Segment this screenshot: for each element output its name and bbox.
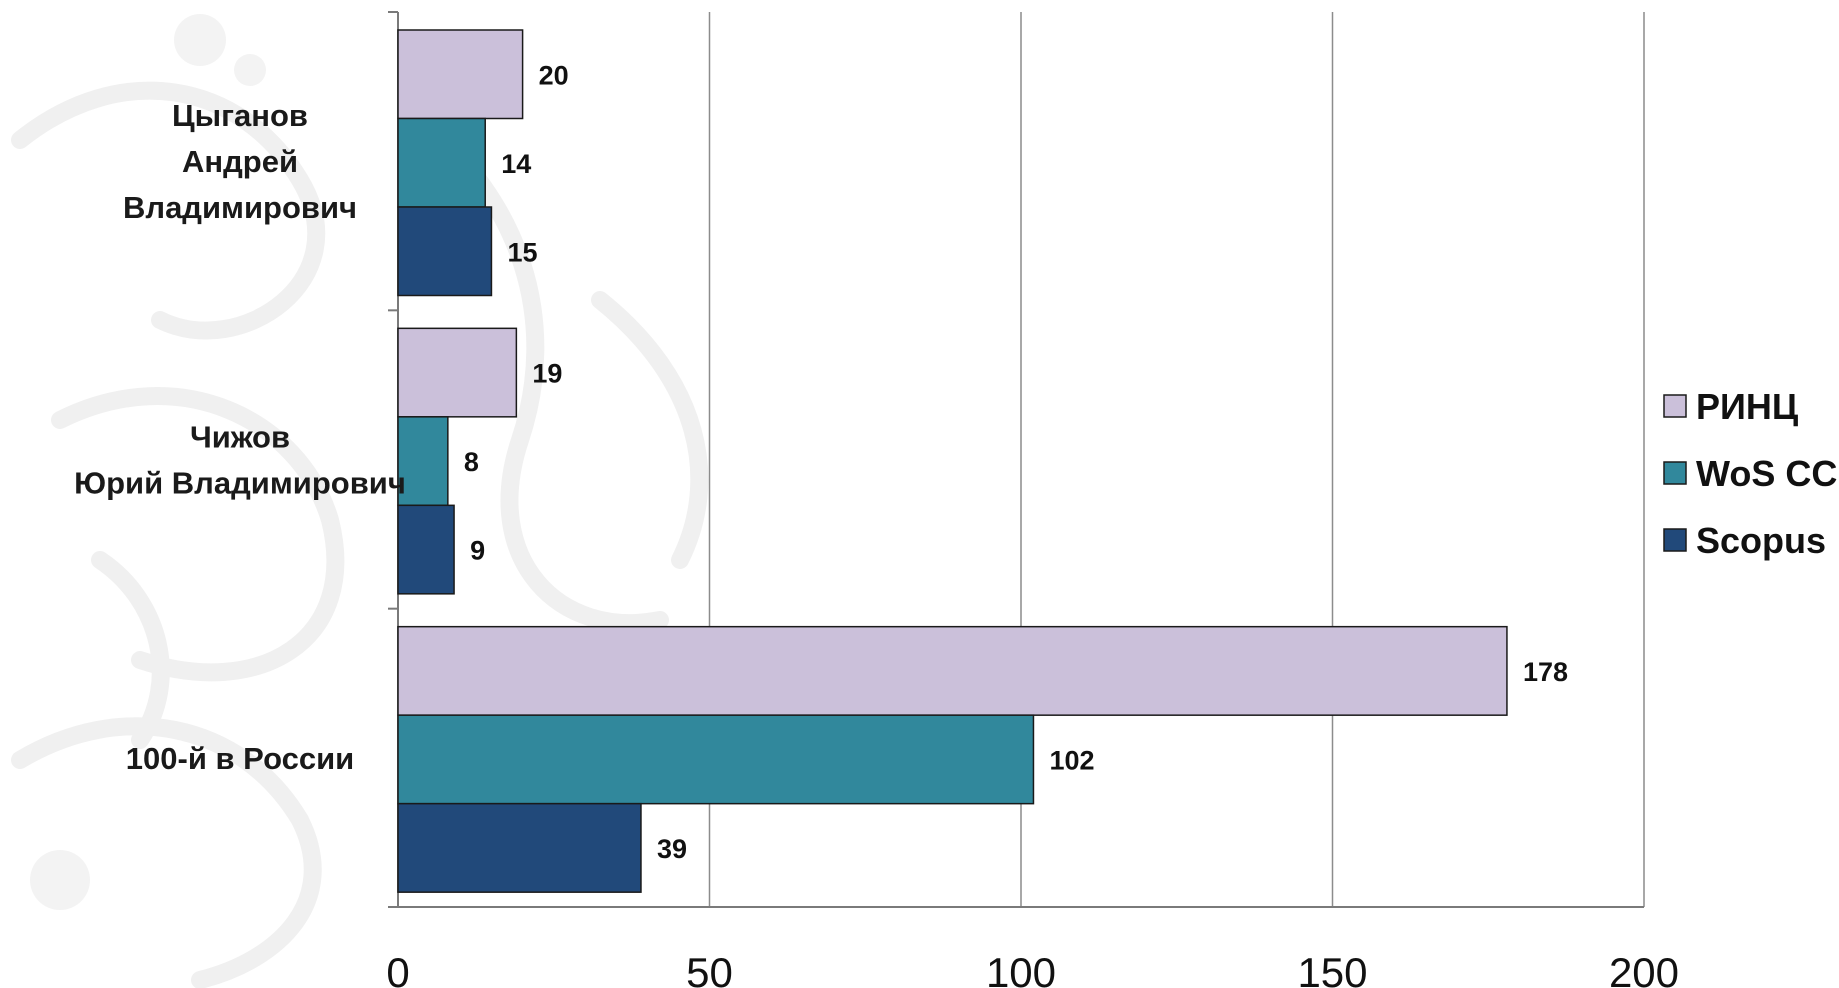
bar-scopus-1 <box>397 504 455 595</box>
bar-scopus-0 <box>397 206 493 297</box>
bars: 20 14 15 19 8 9 178 102 39 <box>397 29 1568 893</box>
x-tick-label-150: 150 <box>1297 949 1367 988</box>
category-label-0: Цыганов Андрей Владимирович <box>123 98 357 225</box>
legend-swatch-wos-cc <box>1663 461 1687 485</box>
data-label: 102 <box>1049 745 1094 775</box>
bar-wos-cc-2 <box>397 714 1035 805</box>
data-label: 39 <box>657 834 687 864</box>
legend-swatch-ринц <box>1663 394 1687 418</box>
data-label: 178 <box>1523 657 1568 687</box>
category-label-1: Чижов Юрий Владимирович <box>74 420 406 501</box>
legend-swatch-scopus <box>1663 528 1687 552</box>
category-label-line: Юрий Владимирович <box>74 466 406 501</box>
data-label: 19 <box>532 359 562 389</box>
category-label-line: Чижов <box>190 420 290 455</box>
bar-ринц-1 <box>397 327 518 418</box>
bar-wos-cc-0 <box>397 117 486 208</box>
category-label-line: Цыганов <box>172 98 308 133</box>
bar-ринц-0 <box>397 29 524 120</box>
category-label-line: 100-й в России <box>126 741 354 776</box>
category-label-line: Андрей <box>182 144 298 179</box>
bar-scopus-2 <box>397 802 642 893</box>
legend-label-1: WoS CC <box>1696 453 1837 494</box>
data-label: 15 <box>507 237 537 267</box>
x-tick-label-50: 50 <box>686 949 733 988</box>
x-tick-labels: 0 50 100 150 200 <box>386 949 1679 988</box>
legend-label-2: Scopus <box>1696 520 1826 561</box>
data-label: 8 <box>464 447 479 477</box>
category-label-2: 100-й в России <box>126 741 354 776</box>
data-label: 9 <box>470 536 485 566</box>
x-tick-label-200: 200 <box>1609 949 1679 988</box>
bar-wos-cc-1 <box>397 416 449 507</box>
bar-ринц-2 <box>397 625 1508 716</box>
data-label: 14 <box>501 149 531 179</box>
category-label-line: Владимирович <box>123 190 357 225</box>
legend: РИНЦ WoS CC Scopus <box>1663 386 1837 561</box>
x-tick-label-0: 0 <box>386 949 409 988</box>
x-tick-label-100: 100 <box>986 949 1056 988</box>
category-labels: Цыганов Андрей Владимирович Чижов Юрий Влади… <box>74 98 406 776</box>
legend-label-0: РИНЦ <box>1696 386 1799 427</box>
data-label: 20 <box>539 60 569 90</box>
